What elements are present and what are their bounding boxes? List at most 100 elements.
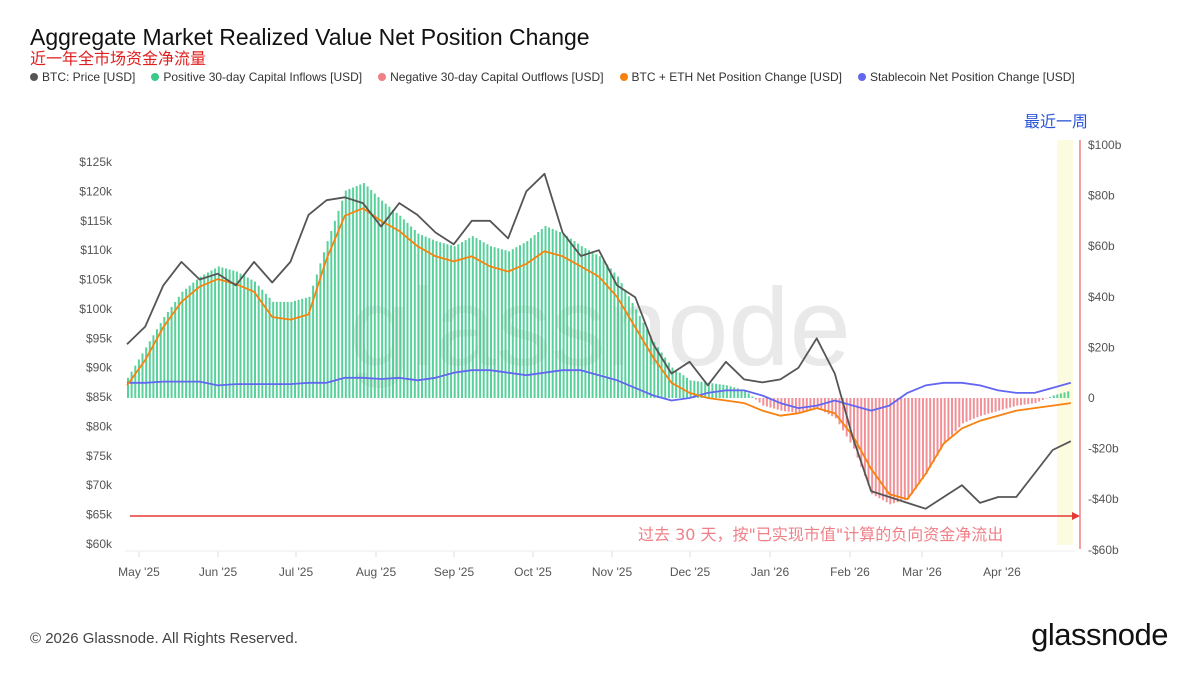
inflow-bar [399,215,402,398]
inflow-bar [286,301,289,398]
inflow-bar [301,298,304,398]
outflow-bar [900,398,903,502]
legend-dot-icon [151,73,160,81]
inflow-bar [355,186,358,398]
inflow-bar [163,317,166,398]
x-axis-tick: Sep '25 [434,565,475,579]
outflow-bar [936,398,939,456]
inflow-bar [145,347,148,398]
outflow-bar [965,398,968,422]
inflow-bar [617,276,619,398]
inflow-bar [174,301,177,398]
inflow-bar [264,293,267,398]
legend-label: Negative 30-day Capital Outflows [USD] [390,70,604,84]
x-axis-tick: May '25 [118,565,160,579]
inflow-bar [228,269,231,398]
right-axis-tick: $40b [1088,290,1115,304]
outflow-bar [1009,398,1012,408]
inflow-bar [406,222,409,398]
outflow-bar [896,398,899,503]
legend-item-btceth[interactable]: BTC + ETH Net Position Change [USD] [619,70,842,84]
inflow-bar [362,183,365,398]
inflow-bar [453,246,456,398]
inflow-bar [323,252,325,398]
outflow-bar [773,398,776,409]
legend-item-inflows[interactable]: Positive 30-day Capital Inflows [USD] [151,70,362,84]
inflow-bar [533,235,536,398]
inflow-bar [424,236,427,398]
inflow-bar [326,241,329,398]
inflow-bar [141,353,144,398]
left-axis-tick: $85k [86,390,113,404]
right-axis-tick: $100b [1088,138,1122,152]
inflow-bar [475,238,478,398]
legend-item-outflows[interactable]: Negative 30-day Capital Outflows [USD] [378,70,604,84]
inflow-bar [348,189,351,398]
x-axis-tick: Nov '25 [592,565,633,579]
outflow-bar [765,398,768,407]
inflow-bar [232,270,235,398]
inflow-bar [373,193,376,398]
inflow-bar [678,372,681,398]
inflow-bar [156,329,158,398]
inflow-bar [315,274,318,398]
inflow-bar [225,268,227,398]
inflow-bar [613,272,616,398]
inflow-bar [217,266,220,398]
outflow-bar [762,398,765,406]
inflow-bar [181,291,184,398]
outflow-bar [1034,398,1037,404]
inflow-bar [733,387,736,398]
inflow-bar [588,250,590,398]
outflow-bar [1027,398,1030,405]
inflow-bar [562,233,565,398]
inflow-bar [130,371,133,398]
left-axis-tick: $120k [79,184,113,198]
inflow-bar [493,247,496,398]
legend-item-stablecoin[interactable]: Stablecoin Net Position Change [USD] [857,70,1075,84]
inflow-bar [591,252,594,398]
left-axis-tick: $105k [79,273,113,287]
inflow-bar [598,256,601,398]
inflow-bar [653,342,656,398]
inflow-bar [257,285,260,398]
outflow-bar [1041,398,1044,400]
outflow-bar [903,398,906,501]
inflow-bar [540,229,543,398]
inflow-bar [254,281,256,398]
outflow-bar [853,398,855,449]
inflow-bar [504,250,507,398]
legend-label: Positive 30-day Capital Inflows [USD] [163,70,363,84]
left-axis-tick: $80k [86,419,113,433]
inflow-bar [519,245,521,398]
outflow-bar [816,398,819,409]
legend-dot-icon [619,73,628,81]
outflow-bar [871,398,874,495]
inflow-bar [682,375,685,398]
inflow-bar [468,238,471,398]
outflow-bar [794,398,797,413]
inflow-bar [649,335,652,398]
left-axis-tick: $125k [79,155,113,169]
inflow-bar [664,357,667,398]
left-axis-tick: $65k [86,508,113,522]
inflow-bar [239,273,242,398]
inflow-bar [573,241,576,398]
btc-price-line [126,172,1072,510]
inflow-bar [337,210,340,398]
outflow-bar [998,398,1001,411]
inflow-bar [522,243,525,398]
inflow-bar [341,200,344,398]
outflow-bar [831,398,834,417]
outflow-bar [1020,398,1022,406]
inflow-bar [442,243,445,398]
legend-dot-icon [30,73,38,81]
inflow-bar [1056,394,1059,398]
inflow-bar [199,276,202,398]
inflow-bar [751,396,754,398]
inflow-bar [464,240,467,398]
chart-subtitle: 近一年全市场资金净流量 [30,49,207,68]
legend-label: BTC: Price [USD] [42,70,136,84]
legend-item-price[interactable]: BTC: Price [USD] [30,70,135,84]
outflow-bar [987,398,990,414]
